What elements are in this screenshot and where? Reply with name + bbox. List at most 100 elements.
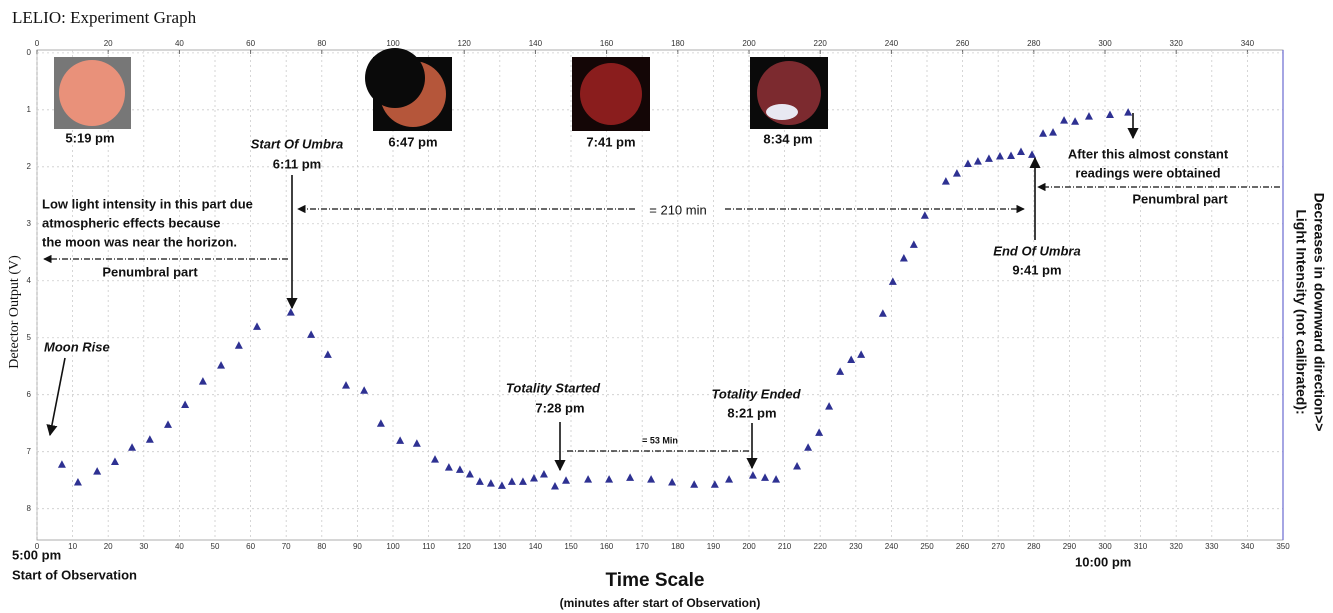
y-tick-label: 2 [27,162,32,171]
data-point [953,169,961,177]
data-point [1106,110,1114,118]
bottom-label: 10:00 pm [1075,554,1131,569]
y-tick-label: 7 [27,447,32,456]
data-point [540,470,548,478]
data-point [1049,128,1057,136]
data-point [307,330,315,338]
x-tick-label: 220 [814,542,828,551]
data-point [1017,147,1025,155]
x-tick-label: 280 [1027,542,1041,551]
x-tick-label: 40 [175,542,184,551]
data-point [342,381,350,389]
data-point [1028,150,1036,158]
x2-tick-label: 80 [317,39,326,48]
data-point [900,254,908,262]
photo-caption: 6:47 pm [388,134,437,149]
x-axis-label: Time Scale [606,570,705,591]
x-tick-label: 170 [636,542,650,551]
annotation: Low light intensity in this part due [42,196,253,211]
data-point [761,473,769,481]
data-point [476,477,484,485]
data-point [519,477,527,485]
x2-tick-label: 200 [742,39,756,48]
photo-caption: 5:19 pm [65,130,114,145]
data-point [360,386,368,394]
bottom-label: 5:00 pm [12,547,61,562]
x2-tick-label: 40 [175,39,184,48]
x-tick-label: 20 [104,542,113,551]
data-point [749,471,757,479]
annotation: 7:28 pm [535,400,584,415]
plot-frame [37,50,1283,540]
data-point [847,355,855,363]
data-point [690,480,698,488]
data-point [857,350,865,358]
data-point [487,479,495,487]
x-tick-label: 90 [353,542,362,551]
data-point [93,467,101,475]
data-point [647,475,655,483]
x-tick-label: 240 [885,542,899,551]
x-tick-label: 260 [956,542,970,551]
data-point [725,475,733,483]
x-axis-sublabel: (minutes after start of Observation) [560,596,761,610]
x-tick-label: 310 [1134,542,1148,551]
data-point [1039,129,1047,137]
annotation: After this almost constant [1068,146,1229,161]
data-point [1124,108,1132,116]
x-tick-label: 290 [1063,542,1077,551]
data-point [111,457,119,465]
annotation: = 210 min [649,202,706,217]
data-point [1071,117,1079,125]
y-tick-label: 1 [27,105,32,114]
data-point [668,478,676,486]
data-point [530,474,538,482]
annotation: 9:41 pm [1012,262,1061,277]
data-point [836,367,844,375]
x2-tick-label: 240 [885,39,899,48]
x-tick-label: 30 [139,542,148,551]
data-point [58,460,66,468]
y-tick-label: 4 [27,276,32,285]
x2-tick-label: 160 [600,39,614,48]
annotation: readings were obtained [1075,165,1220,180]
data-point [164,420,172,428]
x-tick-label: 190 [707,542,721,551]
moon-edge [766,104,798,120]
x-tick-label: 130 [493,542,507,551]
data-point [377,419,385,427]
x-tick-label: 10 [68,542,77,551]
bottom-label: Start of Observation [12,567,137,582]
data-point [445,463,453,471]
annotation: Moon Rise [44,339,110,354]
y-tick-label: 6 [27,390,32,399]
data-point [985,154,993,162]
annotation: Totality Ended [711,386,801,401]
data-point [996,152,1004,160]
data-point [964,159,972,167]
annotation: Penumbral part [1132,191,1228,206]
chart-title: LELIO: Experiment Graph [12,8,197,27]
x-tick-label: 270 [992,542,1006,551]
y-axis-label: Detector Output (V) [7,255,22,369]
data-point [584,475,592,483]
x-tick-label: 200 [742,542,756,551]
arrow [50,358,65,435]
annotation: Penumbral part [102,264,198,279]
x2-tick-label: 260 [956,39,970,48]
x-tick-label: 340 [1241,542,1255,551]
photos [54,48,828,131]
x2-tick-label: 300 [1098,39,1112,48]
data-point [199,377,207,385]
data-point [1007,151,1015,159]
data-point [431,455,439,463]
x2-tick-label: 140 [529,39,543,48]
annotation: End Of Umbra [993,243,1080,258]
data-point [287,308,295,316]
data-point [1085,112,1093,120]
y-tick-label: 3 [27,219,32,228]
x2-tick-label: 180 [671,39,685,48]
photo-caption: 7:41 pm [586,134,635,149]
data-point [921,211,929,219]
